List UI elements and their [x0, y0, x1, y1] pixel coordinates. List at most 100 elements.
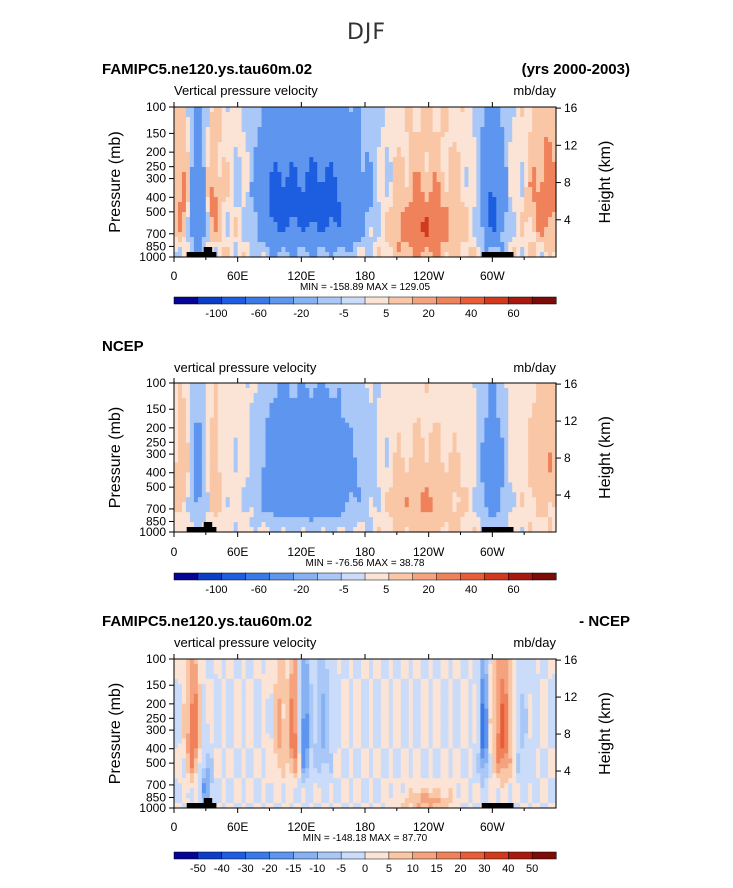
- heatmap-cell: [301, 172, 306, 178]
- heatmap-cell: [384, 122, 390, 128]
- heatmap-cell: [341, 522, 346, 528]
- heatmap-cell: [372, 172, 378, 178]
- heatmap-cell: [205, 122, 211, 128]
- heatmap-cell: [321, 232, 326, 238]
- heatmap-cell: [472, 247, 478, 253]
- heatmap-cell: [229, 227, 235, 233]
- heatmap-cell: [552, 247, 557, 253]
- heatmap-cell: [205, 147, 211, 153]
- heatmap-cell: [524, 152, 529, 158]
- heatmap-cell: [289, 477, 294, 483]
- heatmap-cell: [277, 397, 283, 404]
- heatmap-cell: [428, 192, 434, 198]
- heatmap-cell: [345, 447, 350, 454]
- heatmap-cell: [412, 122, 418, 128]
- heatmap-cell: [325, 227, 330, 233]
- heatmap-cell: [520, 212, 525, 218]
- heatmap-cell: [209, 437, 215, 444]
- heatmap-cell: [297, 437, 302, 444]
- heatmap-cell: [233, 162, 239, 168]
- heatmap-cell: [237, 497, 243, 503]
- heatmap-cell: [496, 112, 501, 118]
- heatmap-cell: [221, 202, 227, 208]
- heatmap-cell: [432, 212, 438, 218]
- heatmap-cell: [341, 417, 346, 424]
- heatmap-cell: [508, 137, 513, 143]
- colorbar: -100 -60 -20 -5 5 20 40 60: [173, 296, 557, 320]
- heatmap-cell: [265, 232, 271, 238]
- heatmap-cell: [245, 422, 251, 429]
- heatmap-cell: [404, 197, 410, 203]
- heatmap-cell: [205, 157, 211, 163]
- heatmap-cell: [293, 387, 298, 394]
- heatmap-cell: [492, 232, 497, 238]
- heatmap-cell: [384, 517, 390, 523]
- heatmap-cell: [512, 232, 517, 238]
- heatmap-cell: [400, 407, 406, 414]
- heatmap-cell: [229, 152, 235, 158]
- heatmap-cell: [289, 232, 294, 238]
- heatmap-cell: [452, 167, 458, 173]
- heatmap-cell: [420, 472, 426, 478]
- heatmap-cell: [361, 132, 366, 138]
- heatmap-cell: [368, 132, 374, 138]
- heatmap-cell: [428, 127, 434, 133]
- heatmap-cell: [269, 212, 275, 218]
- heatmap-cell: [376, 422, 382, 429]
- heatmap-cell: [408, 127, 414, 133]
- heatmap-cell: [440, 162, 446, 168]
- heatmap-cell: [548, 157, 553, 163]
- heatmap-cell: [174, 412, 179, 419]
- heatmap-cell: [468, 202, 474, 208]
- heatmap-cell: [269, 402, 275, 409]
- heatmap-cell: [368, 437, 374, 444]
- heatmap-cell: [174, 402, 179, 409]
- heatmap-cell: [325, 182, 330, 188]
- heatmap-cell: [337, 472, 342, 478]
- heatmap-cell: [309, 187, 314, 193]
- heatmap-cell: [424, 457, 430, 464]
- heatmap-cell: [297, 507, 302, 513]
- heatmap-cell: [229, 177, 235, 183]
- heatmap-cell: [460, 247, 466, 253]
- heatmap-cell: [193, 392, 199, 399]
- heatmap-cell: [380, 437, 386, 444]
- heatmap-cell: [484, 182, 489, 188]
- heatmap-cell: [341, 172, 346, 178]
- heatmap-cell: [249, 167, 255, 173]
- heatmap-cell: [325, 452, 330, 459]
- heatmap-cell: [213, 177, 219, 183]
- heatmap-cell: [261, 147, 267, 153]
- heatmap-cell: [496, 182, 501, 188]
- heatmap-cell: [376, 107, 382, 113]
- heatmap-cell: [253, 247, 259, 253]
- heatmap-cell: [388, 122, 394, 128]
- heatmap-cell: [201, 387, 207, 394]
- heatmap-cell: [317, 497, 322, 503]
- heatmap-cell: [416, 402, 422, 409]
- heatmap-cell: [349, 227, 354, 233]
- heatmap-cell: [345, 387, 350, 394]
- heatmap-cell: [548, 187, 553, 193]
- heatmap-cell: [361, 187, 366, 193]
- heatmap-cell: [181, 197, 187, 203]
- heatmap-cell: [285, 447, 290, 454]
- heatmap-cell: [492, 197, 497, 203]
- heatmap-cell: [508, 247, 513, 253]
- heatmap-cell: [261, 432, 267, 439]
- heatmap-cell: [197, 172, 203, 178]
- heatmap-cell: [325, 172, 330, 178]
- heatmap-cell: [333, 442, 338, 449]
- heatmap-cell: [392, 167, 398, 173]
- heatmap-cell: [361, 502, 366, 508]
- heatmap-cell: [261, 407, 267, 414]
- heatmap-cell: [500, 162, 505, 168]
- heatmap-cell: [420, 192, 426, 198]
- heatmap-cell: [229, 252, 235, 258]
- heatmap-cell: [368, 472, 374, 478]
- heatmap-cell: [229, 512, 235, 518]
- heatmap-cell: [181, 182, 187, 188]
- heatmap-cell: [404, 383, 410, 389]
- heatmap-cell: [301, 212, 306, 218]
- heatmap-cell: [305, 182, 310, 188]
